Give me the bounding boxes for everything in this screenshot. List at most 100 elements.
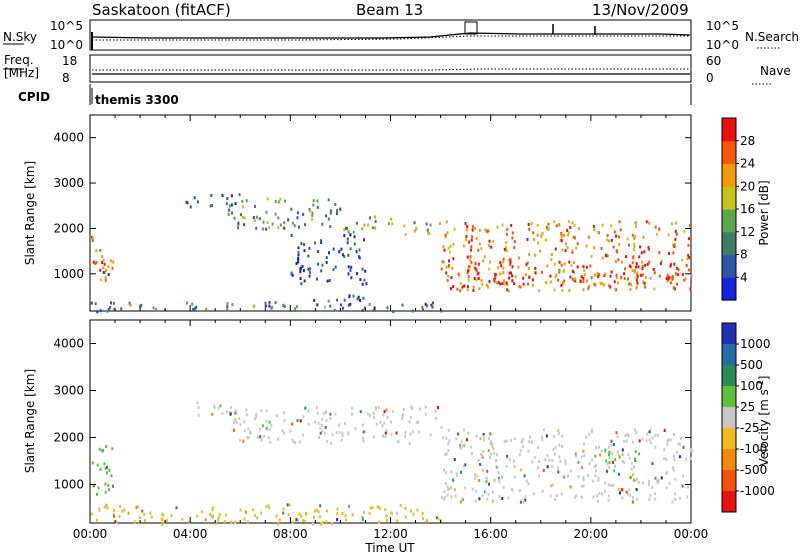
power-cell (112, 301, 115, 305)
velocity-cell (243, 420, 246, 424)
power-cell (361, 267, 364, 271)
power-cell (637, 265, 640, 269)
power-cell (643, 281, 646, 285)
velocity-cell (660, 476, 663, 480)
velocity-cell (618, 455, 621, 459)
power-cell (291, 273, 294, 277)
velocity-cell (213, 404, 216, 408)
velocity-cell (648, 497, 651, 501)
power-cell (576, 242, 579, 246)
velocity-cell (377, 520, 380, 524)
power-cell (307, 267, 310, 271)
freq-right-tick-top: 60 (706, 54, 721, 68)
power-cell (334, 265, 337, 269)
velocity-cell (197, 413, 200, 417)
velocity-cell (557, 470, 560, 474)
velocity-cell (351, 406, 354, 410)
power-cell (209, 204, 212, 208)
power-cell (411, 309, 414, 313)
velocity-cell (265, 427, 268, 430)
velocity-cell (359, 410, 362, 414)
power-cell (511, 265, 514, 269)
velocity-cell (522, 437, 524, 441)
velocity-cell (497, 470, 500, 474)
power-cell (290, 271, 293, 275)
velocity-cell (212, 506, 215, 510)
velocity-cell (679, 496, 681, 500)
power-cell (566, 246, 569, 250)
power-cell (467, 275, 470, 279)
velocity-cell (574, 452, 577, 456)
velocity-cell (551, 459, 554, 463)
velocity-cell (596, 499, 599, 503)
velocity-cell (384, 508, 387, 512)
velocity-cell (520, 468, 523, 472)
velocity-cell (461, 498, 464, 501)
velocity-cell (666, 439, 669, 443)
power-cell (94, 302, 97, 306)
velocity-cell (486, 497, 489, 501)
power-cell (553, 220, 556, 224)
velocity-cell (321, 429, 324, 433)
velocity-cell (681, 484, 684, 488)
power-cell (316, 199, 319, 203)
velocity-cell (649, 441, 652, 445)
power-y-tick-label: 4000 (53, 131, 84, 145)
power-cell (308, 274, 311, 278)
power-cell (641, 267, 644, 271)
velocity-x-tick-label: 04:00 (173, 527, 208, 541)
velocity-cell (560, 492, 563, 496)
power-cell (688, 256, 691, 260)
velocity-cell (127, 511, 130, 515)
power-cell (573, 279, 576, 283)
power-cell (527, 267, 530, 271)
power-cell (104, 276, 107, 280)
velocity-colorbar-swatch (722, 407, 736, 429)
noise-left-tick-top: 10^5 (50, 19, 83, 33)
power-cell (467, 285, 469, 289)
velocity-cell (597, 445, 600, 449)
power-cell (350, 265, 353, 269)
velocity-cell (463, 444, 466, 447)
velocity-cell (320, 522, 323, 526)
velocity-cell (612, 484, 615, 487)
velocity-cell (654, 433, 657, 437)
velocity-cell (604, 448, 607, 452)
velocity-cell (479, 437, 482, 440)
power-cell (442, 260, 445, 264)
power-cell (601, 256, 604, 260)
power-cell (90, 301, 93, 305)
power-cell (641, 260, 644, 264)
power-cell (604, 272, 607, 276)
velocity-cell (265, 419, 268, 423)
power-cell (568, 220, 571, 224)
freq-left-tick-top: 18 (62, 54, 77, 68)
velocity-cell (96, 492, 98, 496)
power-cell (511, 274, 514, 278)
power-cell (563, 262, 566, 266)
power-cell (99, 309, 102, 313)
power-cell (363, 238, 366, 242)
velocity-cell (617, 472, 620, 476)
velocity-cell (445, 452, 448, 456)
velocity-cell (621, 460, 624, 463)
velocity-cell (591, 428, 593, 432)
velocity-cell (329, 412, 332, 416)
power-cell (205, 307, 208, 311)
power-cell (619, 228, 622, 232)
power-cell (549, 274, 552, 278)
power-cell (566, 229, 569, 232)
velocity-cell (211, 508, 214, 512)
velocity-cell (312, 522, 314, 526)
power-cell (282, 226, 285, 230)
power-cell (494, 275, 497, 279)
power-cell (645, 276, 647, 279)
power-cell (633, 245, 636, 248)
velocity-cell (619, 491, 621, 495)
velocity-cell (477, 458, 480, 462)
velocity-cell (513, 475, 516, 479)
power-cell (580, 275, 583, 279)
power-cell (486, 229, 489, 233)
velocity-cell (546, 454, 549, 458)
velocity-cell (316, 411, 319, 415)
